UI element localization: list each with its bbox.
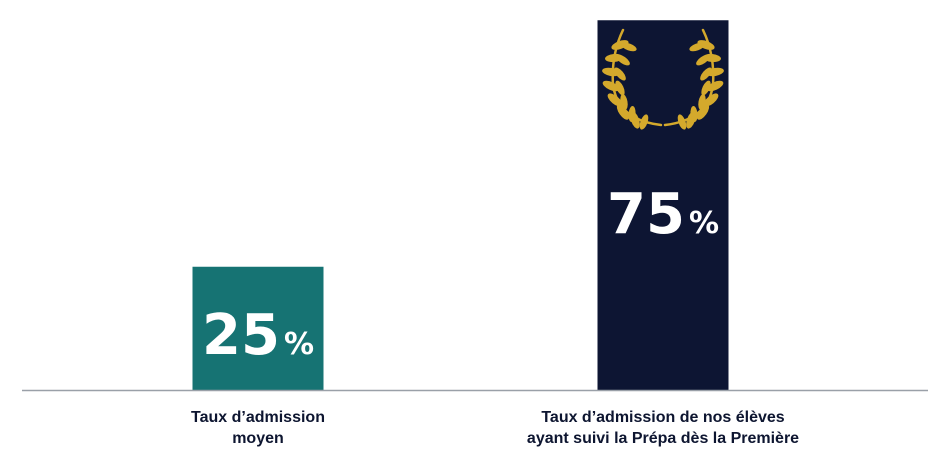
bar-value-label-1: 25% <box>202 303 314 368</box>
value-unit: % <box>284 327 314 362</box>
category-label-line: Taux d’admission de nos élèves <box>541 409 784 426</box>
category-labels-group: Taux d’admission moyen Taux d’admission de… <box>191 409 799 447</box>
value-number: 75 <box>607 182 685 247</box>
bar-value-label-2: 75% <box>607 182 719 247</box>
bar-1 <box>192 266 324 390</box>
category-label-line: ayant suivi la Prépa dès la Première <box>527 430 799 447</box>
category-label-line: Taux d’admission <box>191 409 325 426</box>
laurel-right-branch <box>663 28 724 130</box>
value-unit: % <box>689 206 719 241</box>
value-number: 25 <box>202 303 280 368</box>
laurel-left-branch <box>602 28 663 130</box>
category-label-1: Taux d’admission moyen <box>191 409 325 447</box>
value-labels-group: 25 %75% <box>202 182 719 368</box>
category-label-2: Taux d’admission de nos élèves ayant suiv… <box>527 409 799 447</box>
laurel-wreath-icon <box>602 28 724 130</box>
category-label-line: moyen <box>232 430 284 447</box>
